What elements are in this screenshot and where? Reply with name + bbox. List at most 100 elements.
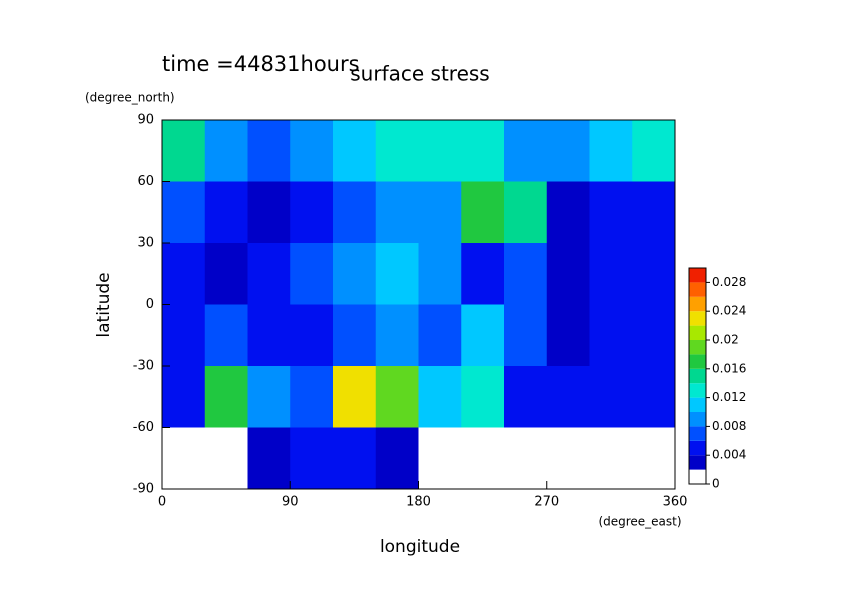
field-cell <box>418 427 462 490</box>
field-cell <box>461 120 505 182</box>
colorbar-swatch <box>689 311 706 326</box>
field-cell <box>461 304 505 367</box>
field-cell <box>632 120 676 182</box>
x-tick-label: 0 <box>158 495 166 510</box>
field-cell <box>418 304 462 367</box>
field-cell <box>204 366 248 428</box>
field-cell <box>375 304 419 367</box>
colorbar-swatch <box>689 268 706 283</box>
field-cell <box>546 181 590 244</box>
field-cell <box>162 181 206 244</box>
field-cell <box>375 120 419 182</box>
field-cell <box>504 366 548 428</box>
field-cell <box>504 181 548 244</box>
colorbar-swatch <box>689 296 706 312</box>
field-cell <box>204 120 248 182</box>
colorbar-tick-label: 0.016 <box>712 361 746 375</box>
field-cell <box>333 427 377 490</box>
field-cell <box>290 366 334 428</box>
field-cell <box>546 304 590 367</box>
colorbar-swatch <box>689 368 706 384</box>
y-tick-label: -60 <box>133 420 154 435</box>
colorbar-tick-label: 0 <box>712 477 720 491</box>
field-cell <box>375 427 419 490</box>
field-cell <box>504 304 548 367</box>
field-cell <box>546 427 590 490</box>
field-cell <box>632 427 676 490</box>
y-tick-label: 30 <box>137 236 154 251</box>
x-unit: (degree_east) <box>598 515 681 529</box>
colorbar-swatch <box>689 354 706 369</box>
field-cell <box>632 243 676 305</box>
field-cell <box>162 427 206 490</box>
field-cell <box>162 120 206 182</box>
colorbar-swatch <box>689 340 706 355</box>
y-unit: (degree_north) <box>85 91 175 105</box>
field-cell <box>162 366 206 428</box>
field-cell <box>461 427 505 490</box>
field-cell <box>632 181 676 244</box>
field-cell <box>589 120 633 182</box>
field-cell <box>247 366 291 428</box>
field-cell <box>204 243 248 305</box>
x-tick-label: 270 <box>534 495 559 510</box>
field-cell <box>461 366 505 428</box>
field-cell <box>375 181 419 244</box>
field-cell <box>418 120 462 182</box>
x-tick-label: 90 <box>282 495 299 510</box>
field-cell <box>546 366 590 428</box>
field-cell <box>290 243 334 305</box>
field-cell <box>247 243 291 305</box>
field-cell <box>546 243 590 305</box>
field-cell <box>247 181 291 244</box>
field-cell <box>589 181 633 244</box>
y-tick-label: -90 <box>133 482 154 497</box>
y-tick-label: -30 <box>133 359 154 374</box>
field-cell <box>290 181 334 244</box>
colorbar-swatch <box>689 426 706 441</box>
chart-subtitle: time =44831hours <box>162 52 360 76</box>
y-tick-label: 60 <box>137 174 154 189</box>
field-cell <box>589 427 633 490</box>
colorbar-tick-label: 0.02 <box>712 333 739 347</box>
field-cell <box>504 427 548 490</box>
field-cell <box>333 366 377 428</box>
field-cell <box>247 120 291 182</box>
colorbar-tick-label: 0.024 <box>712 304 746 318</box>
y-tick-label: 0 <box>146 297 154 312</box>
colorbar-swatch <box>689 412 706 427</box>
y-tick-label: 90 <box>137 113 154 128</box>
field-cell <box>333 304 377 367</box>
field-cell <box>589 304 633 367</box>
colorbar-swatch <box>689 282 706 297</box>
colorbar-frame <box>688 267 707 485</box>
field-cell <box>504 243 548 305</box>
colorbar-swatch <box>689 440 706 456</box>
y-axis-label: latitude <box>94 272 114 337</box>
field-cell <box>204 181 248 244</box>
x-tick-label: 180 <box>406 495 431 510</box>
colorbar-swatch <box>689 383 706 398</box>
x-axis-label: longitude <box>380 537 460 557</box>
field-cell <box>418 366 462 428</box>
field-cell <box>461 243 505 305</box>
field-cell <box>290 304 334 367</box>
field-cell <box>162 243 206 305</box>
field-cell <box>418 243 462 305</box>
field-cell <box>290 427 334 490</box>
colorbar-tick-label: 0.012 <box>712 390 746 404</box>
field-cell <box>162 304 206 367</box>
colorbar-tick-label: 0.028 <box>712 275 746 289</box>
field-cell <box>204 304 248 367</box>
colorbar-tick-label: 0.008 <box>712 419 746 433</box>
field-cell <box>375 366 419 428</box>
colorbar-swatch <box>689 469 706 484</box>
colorbar-swatch <box>689 397 706 412</box>
chart-title: surface stress <box>350 62 489 86</box>
field-cell <box>247 427 291 490</box>
field-cell <box>461 181 505 244</box>
field-cell <box>589 243 633 305</box>
field-cell <box>333 243 377 305</box>
field-cell <box>333 120 377 182</box>
